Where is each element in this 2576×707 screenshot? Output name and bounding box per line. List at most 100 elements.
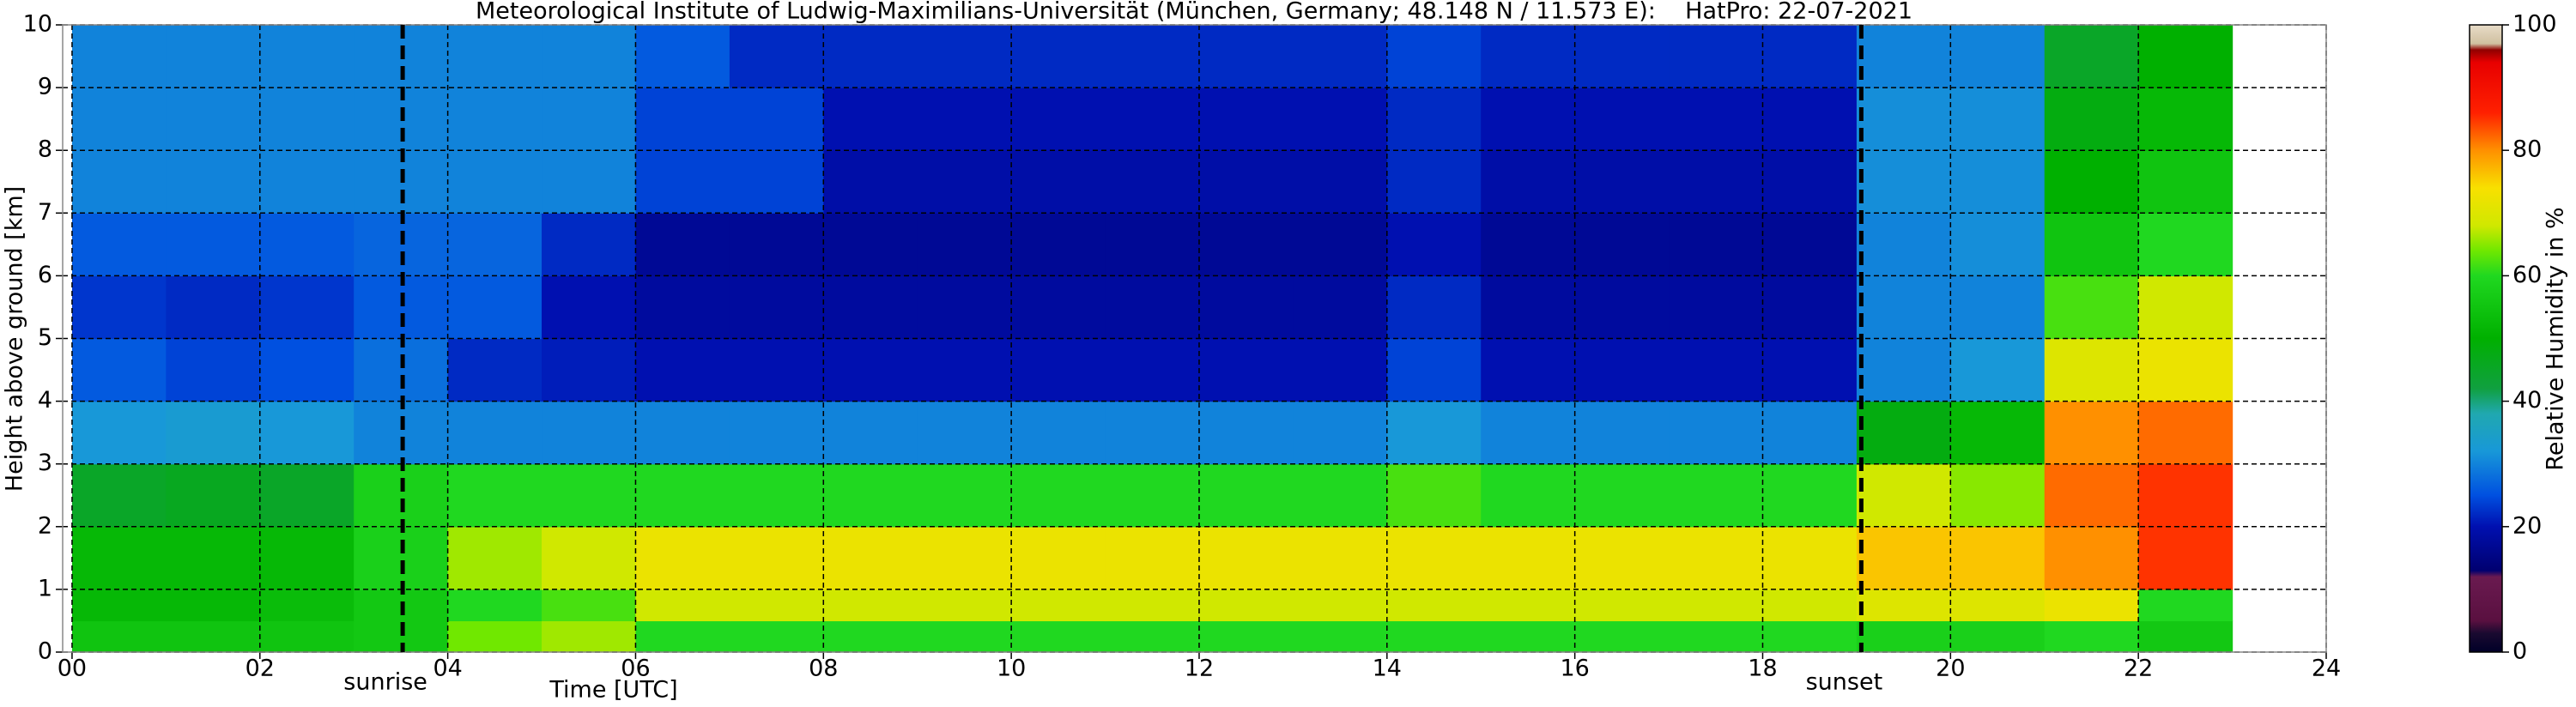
y-tick-label: 1 — [38, 575, 52, 601]
heatmap-cell — [1481, 150, 1576, 214]
heatmap-cell — [1481, 275, 1576, 340]
heatmap-cell — [917, 275, 1012, 340]
x-tick-label: 00 — [58, 656, 87, 682]
heatmap-cell — [1198, 25, 1294, 88]
heatmap-cell — [1481, 589, 1576, 622]
heatmap-cell — [259, 275, 355, 340]
heatmap-cell — [1105, 275, 1200, 340]
heatmap-cell — [71, 463, 167, 528]
heatmap-cell — [823, 150, 918, 214]
heatmap-cell — [635, 213, 730, 276]
heatmap-cell — [2044, 620, 2139, 653]
x-tick-label: 18 — [1748, 656, 1777, 682]
heatmap-cell — [354, 275, 449, 340]
heatmap-cell — [1856, 88, 1951, 151]
heatmap-cell — [259, 463, 355, 528]
heatmap-cell — [1105, 463, 1200, 528]
heatmap-cell — [1011, 526, 1106, 590]
heatmap-cell — [1386, 401, 1482, 465]
heatmap-cell — [1762, 150, 1858, 214]
x-tick-label: 04 — [433, 656, 462, 682]
heatmap-cell — [1856, 463, 1951, 528]
heatmap-cell — [823, 213, 918, 276]
heatmap-cell — [917, 338, 1012, 402]
heatmap-cell — [259, 620, 355, 653]
plot-frame — [62, 24, 2327, 653]
heatmap-cell — [1856, 275, 1951, 340]
heatmap-cell — [1856, 401, 1951, 465]
annotation-label: sunrise — [343, 669, 427, 696]
heatmap-cell — [2044, 401, 2139, 465]
heatmap-cell — [1105, 338, 1200, 402]
heatmap-cell — [635, 88, 730, 151]
heatmap-cell — [2044, 213, 2139, 276]
heatmap-cell — [447, 589, 542, 622]
colorbar-tick-label: 100 — [2512, 11, 2557, 38]
heatmap-cell — [354, 401, 449, 465]
heatmap-cell — [1105, 620, 1200, 653]
heatmap-cell — [1481, 620, 1576, 653]
heatmap-cell — [1293, 526, 1388, 590]
heatmap-cell — [542, 589, 637, 622]
heatmap-cell — [1198, 620, 1294, 653]
heatmap-cell — [729, 463, 824, 528]
heatmap-cell — [1762, 620, 1858, 653]
heatmap-cell — [635, 150, 730, 214]
heatmap-cell — [1293, 463, 1388, 528]
heatmap-cell — [2138, 275, 2234, 340]
heatmap-cell — [823, 526, 918, 590]
heatmap-cell — [542, 526, 637, 590]
heatmap-cell — [542, 463, 637, 528]
heatmap-cell — [259, 338, 355, 402]
heatmap-cell — [1386, 213, 1482, 276]
heatmap-cell — [729, 213, 824, 276]
heatmap-cell — [1293, 620, 1388, 653]
heatmap-cell — [1105, 526, 1200, 590]
heatmap-cell — [2044, 463, 2139, 528]
colorbar-tick-label: 40 — [2512, 387, 2542, 414]
heatmap-cell — [2138, 463, 2234, 528]
heatmap-cell — [823, 275, 918, 340]
heatmap-cell — [2138, 338, 2234, 402]
y-tick-label: 7 — [38, 199, 52, 226]
heatmap-cell — [1011, 589, 1106, 622]
heatmap-cell — [71, 150, 167, 214]
heatmap-cell — [71, 275, 167, 340]
heatmap-cell — [259, 401, 355, 465]
heatmap-cell — [447, 213, 542, 276]
heatmap-cell — [1481, 526, 1576, 590]
heatmap-cell — [1856, 526, 1951, 590]
heatmap-cell — [1198, 589, 1294, 622]
heatmap-cell — [71, 25, 167, 88]
heatmap-cell — [259, 213, 355, 276]
heatmap-cell — [447, 150, 542, 214]
heatmap-cell — [1950, 620, 2046, 653]
x-tick-label: 02 — [245, 656, 275, 682]
heatmap-cell — [1011, 275, 1106, 340]
heatmap-cell — [1481, 213, 1576, 276]
chart-title: Meteorological Institute of Ludwig-Maxim… — [476, 0, 1912, 25]
heatmap-cell — [1105, 25, 1200, 88]
heatmap-cell — [1105, 88, 1200, 151]
heatmap-cell — [259, 526, 355, 590]
x-tick-label: 08 — [809, 656, 838, 682]
y-tick-label: 10 — [23, 11, 52, 38]
heatmap-cell — [1856, 213, 1951, 276]
heatmap-cell — [447, 401, 542, 465]
y-tick-label: 3 — [38, 450, 52, 476]
heatmap-cell — [1574, 25, 1670, 88]
heatmap-cell — [1669, 589, 1764, 622]
heatmap-cell — [1105, 589, 1200, 622]
heatmap-cell — [447, 25, 542, 88]
heatmap-cell — [1386, 526, 1482, 590]
heatmap-cell — [635, 401, 730, 465]
x-axis-label: Time [UTC] — [549, 677, 677, 704]
colorbar — [2469, 24, 2503, 653]
heatmap-cell — [1950, 589, 2046, 622]
heatmap-cell — [729, 589, 824, 622]
heatmap-cell — [2044, 526, 2139, 590]
heatmap-cell — [1293, 275, 1388, 340]
heatmap-cell — [2138, 401, 2234, 465]
heatmap-cell — [1574, 88, 1670, 151]
heatmap-cell — [71, 338, 167, 402]
